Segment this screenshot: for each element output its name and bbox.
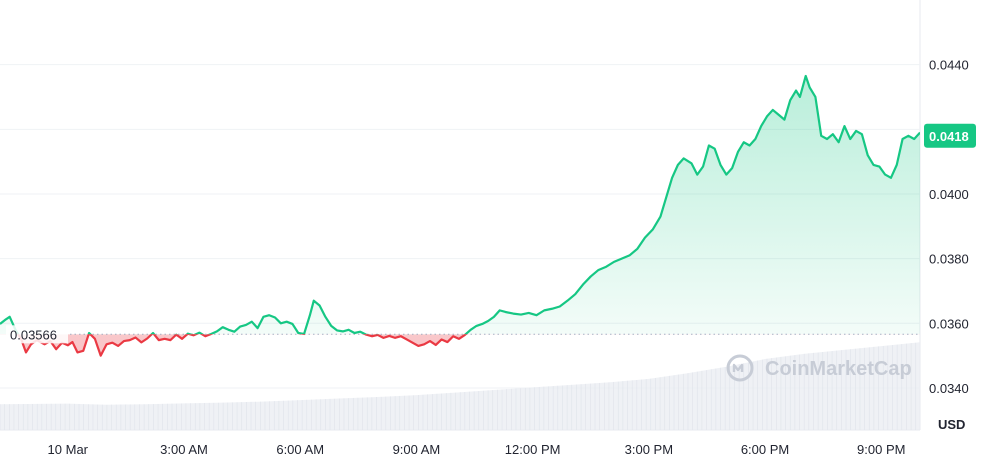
price-area-up (0, 75, 920, 335)
price-line-down (16, 334, 468, 357)
y-tick-label: 0.0340 (929, 381, 969, 396)
x-tick-label: 3:00 AM (160, 442, 208, 457)
currency-unit-label: USD (938, 417, 965, 432)
y-tick-label: 0.0380 (929, 252, 969, 267)
x-tick-label: 6:00 AM (276, 442, 324, 457)
watermark: CoinMarketCap (726, 354, 912, 382)
x-tick-label: 12:00 PM (505, 442, 561, 457)
y-tick-label: 0.0400 (929, 187, 969, 202)
reference-price-label: 0.03566 (6, 325, 68, 344)
x-tick-label: 9:00 PM (857, 442, 905, 457)
current-price-text: 0.0418 (929, 129, 969, 144)
watermark-text: CoinMarketCap (765, 358, 912, 380)
y-tick-label: 0.0360 (929, 316, 969, 331)
reference-price-text: 0.03566 (10, 327, 57, 342)
x-tick-label: 3:00 PM (625, 442, 673, 457)
y-axis: 0.0340 0.0360 0.0380 0.0400 0.0440 (929, 58, 969, 396)
x-tick-label: 6:00 PM (741, 442, 789, 457)
price-line (0, 74, 920, 357)
volume-area (0, 342, 920, 430)
y-tick-label: 0.0440 (929, 58, 969, 73)
price-area (0, 75, 920, 356)
x-tick-label: 10 Mar (48, 442, 89, 457)
x-axis: 10 Mar 3:00 AM 6:00 AM 9:00 AM 12:00 PM 3:00 … (48, 442, 906, 457)
coinmarketcap-logo-icon (726, 354, 754, 382)
current-price-badge: 0.0418 (924, 123, 976, 148)
x-tick-label: 9:00 AM (393, 442, 441, 457)
price-line-up (0, 74, 920, 335)
volume-area-shape (0, 342, 920, 430)
